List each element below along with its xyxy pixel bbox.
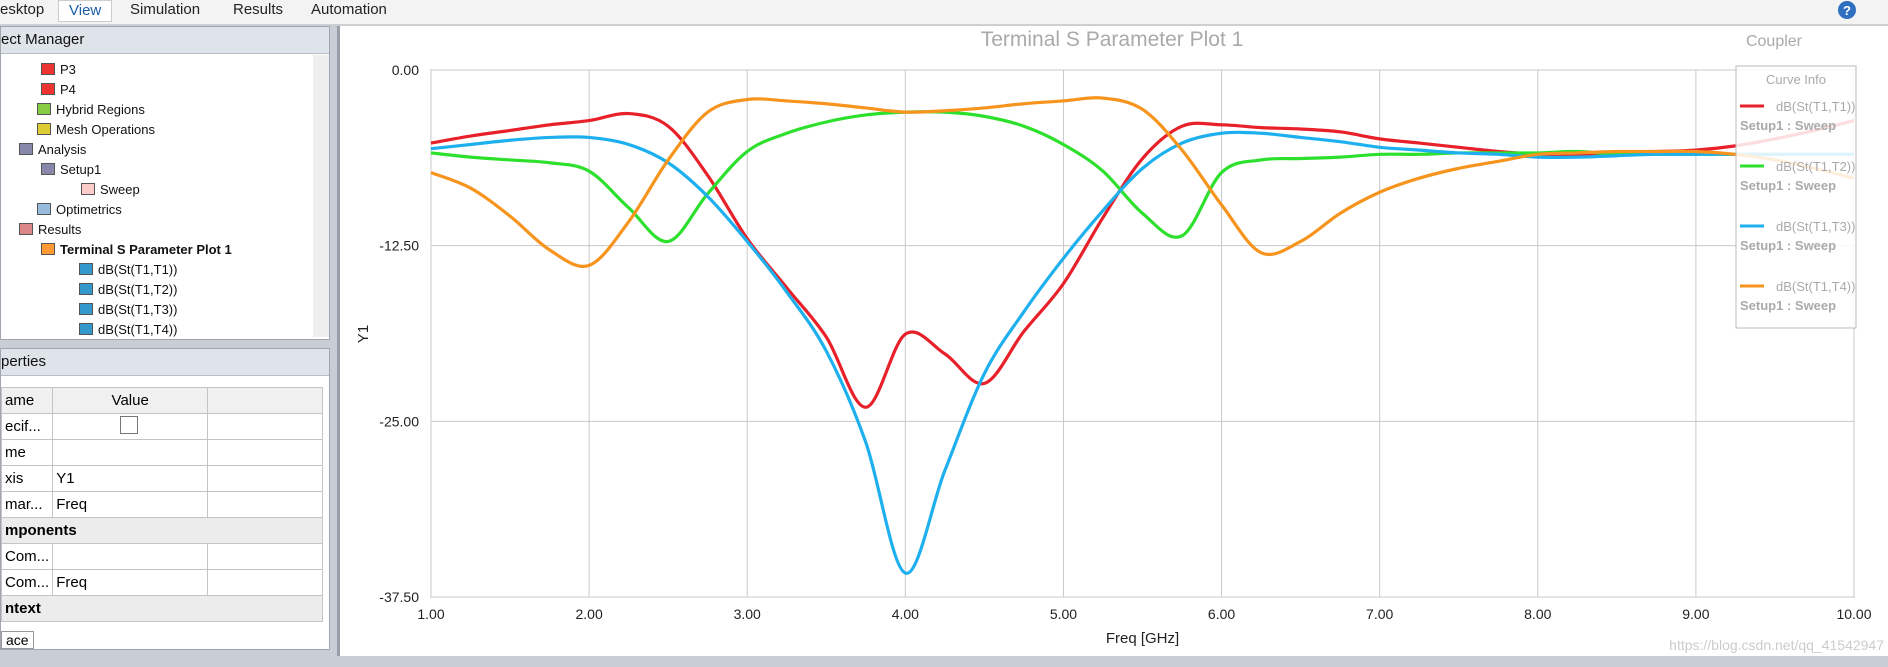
x-tick-label: 4.00 — [892, 606, 919, 622]
cell[interactable]: Freq — [52, 569, 209, 596]
menu-item[interactable]: Results — [233, 1, 284, 18]
section-cell: ntext — [0, 595, 324, 622]
tree-label: Hybrid Regions — [56, 102, 145, 117]
tree-label: Terminal S Parameter Plot 1 — [60, 242, 232, 257]
legend-label: dB(St(T1,T4)) — [1776, 279, 1855, 294]
x-tick-label: 10.00 — [1836, 606, 1871, 622]
help-icon[interactable]: ? — [1838, 1, 1856, 19]
section-cell: mponents — [0, 517, 324, 544]
x-tick-label: 3.00 — [734, 606, 761, 622]
legend-box — [1735, 65, 1857, 329]
project-manager: ect Manager P3 P4 Hybrid Regions Mesh Op… — [0, 26, 330, 340]
corner-label: Coupler — [1746, 33, 1803, 50]
scrollbar[interactable] — [313, 55, 329, 337]
y-tick-label: -25.00 — [379, 413, 419, 429]
tab[interactable]: ace — [1, 631, 34, 649]
x-axis-label: Freq [GHz] — [1106, 630, 1179, 647]
menu-item[interactable]: esktop — [0, 1, 45, 18]
menu-item[interactable]: Simulation — [130, 1, 201, 18]
properties-table: ame Value ecif... me xis Y1 mar... Freq mpo… — [0, 387, 324, 622]
tree-item[interactable]: P4 — [41, 82, 76, 97]
panel-title: ect Manager — [1, 27, 329, 54]
series-line — [430, 130, 1854, 575]
tree-label: Results — [38, 222, 82, 237]
tree-item[interactable]: dB(St(T1,T3)) — [79, 302, 177, 317]
tree-item[interactable]: Analysis — [19, 142, 86, 157]
legend-solution: Setup1 : Sweep — [1740, 118, 1836, 133]
tree-item[interactable]: Results — [19, 222, 81, 237]
chart-title: Terminal S Parameter Plot 1 — [981, 28, 1244, 51]
series-line — [430, 96, 1855, 268]
cell[interactable]: Y1 — [52, 465, 209, 492]
checkbox-cell[interactable] — [52, 413, 209, 440]
tree-item[interactable]: Sweep — [81, 182, 140, 197]
legend-label: dB(St(T1,T2)) — [1776, 159, 1855, 174]
tree-item[interactable]: dB(St(T1,T2)) — [79, 282, 177, 297]
y-axis-label: Y1 — [355, 325, 372, 343]
y-tick-label: -37.50 — [379, 589, 419, 605]
tree-item[interactable]: Mesh Operations — [37, 122, 155, 137]
menu-item[interactable]: Automation — [311, 1, 387, 18]
tree-label: dB(St(T1,T4)) — [98, 322, 178, 337]
x-tick-label: 2.00 — [575, 606, 602, 622]
menu-item[interactable]: View — [58, 0, 113, 22]
tree-label: dB(St(T1,T1)) — [98, 262, 178, 277]
tree-item[interactable]: dB(St(T1,T1)) — [79, 262, 177, 277]
legend-solution: Setup1 : Sweep — [1740, 178, 1836, 193]
legend-label: dB(St(T1,T3)) — [1776, 219, 1855, 234]
tree-item[interactable]: Setup1 — [41, 162, 101, 177]
cell: ecif... — [0, 413, 54, 440]
plot-window: Terminal S Parameter Plot 1 Coupler 0.00 -1… — [337, 26, 1888, 656]
legend-solution: Setup1 : Sweep — [1740, 238, 1836, 253]
y-tick-label: 0.00 — [392, 62, 419, 78]
legend-title: Curve Info — [1766, 72, 1826, 87]
tree-item[interactable]: Terminal S Parameter Plot 1 — [41, 242, 232, 257]
panel-title: perties — [1, 349, 329, 376]
tree-label: P3 — [60, 62, 76, 77]
header-cell: ame — [0, 387, 54, 414]
tree-label: P4 — [60, 82, 76, 97]
tree-item[interactable]: Optimetrics — [37, 202, 122, 217]
tree-label: Optimetrics — [56, 202, 122, 217]
chart: Terminal S Parameter Plot 1 Coupler 0.00 -1… — [355, 28, 1884, 653]
x-tick-label: 1.00 — [417, 606, 444, 622]
x-tick-label: 9.00 — [1682, 606, 1709, 622]
legend-solution: Setup1 : Sweep — [1740, 298, 1836, 313]
y-tick-label: -12.50 — [379, 238, 419, 254]
x-tick-label: 5.00 — [1050, 606, 1077, 622]
x-tick-label: 8.00 — [1524, 606, 1551, 622]
tree-label: Setup1 — [60, 162, 102, 177]
tree-label: Mesh Operations — [56, 122, 155, 137]
cell: Com... — [0, 543, 54, 570]
cell[interactable]: Freq — [52, 491, 209, 518]
tree-label: Analysis — [38, 142, 87, 157]
tree-label: dB(St(T1,T3)) — [98, 302, 178, 317]
tree-item[interactable]: P3 — [41, 62, 76, 77]
properties: perties ame Value ecif... me xis Y1 mar...… — [0, 348, 330, 650]
tree-label: dB(St(T1,T2)) — [98, 282, 178, 297]
tree-item[interactable]: Hybrid Regions — [37, 102, 145, 117]
watermark: https://blog.csdn.net/qq_41542947 — [1669, 637, 1884, 653]
cell: xis — [0, 465, 54, 492]
tree-item[interactable]: dB(St(T1,T4)) — [79, 322, 177, 337]
cell: mar... — [0, 491, 54, 518]
header-cell: Value — [52, 387, 209, 414]
tree-label: Sweep — [100, 182, 140, 197]
x-tick-label: 6.00 — [1208, 606, 1235, 622]
legend-label: dB(St(T1,T1)) — [1776, 99, 1855, 114]
cell: Com... — [0, 569, 54, 596]
cell: me — [0, 439, 54, 466]
x-tick-label: 7.00 — [1366, 606, 1393, 622]
menu-bar: esktop View Simulation Results Automatio… — [0, 0, 1888, 25]
